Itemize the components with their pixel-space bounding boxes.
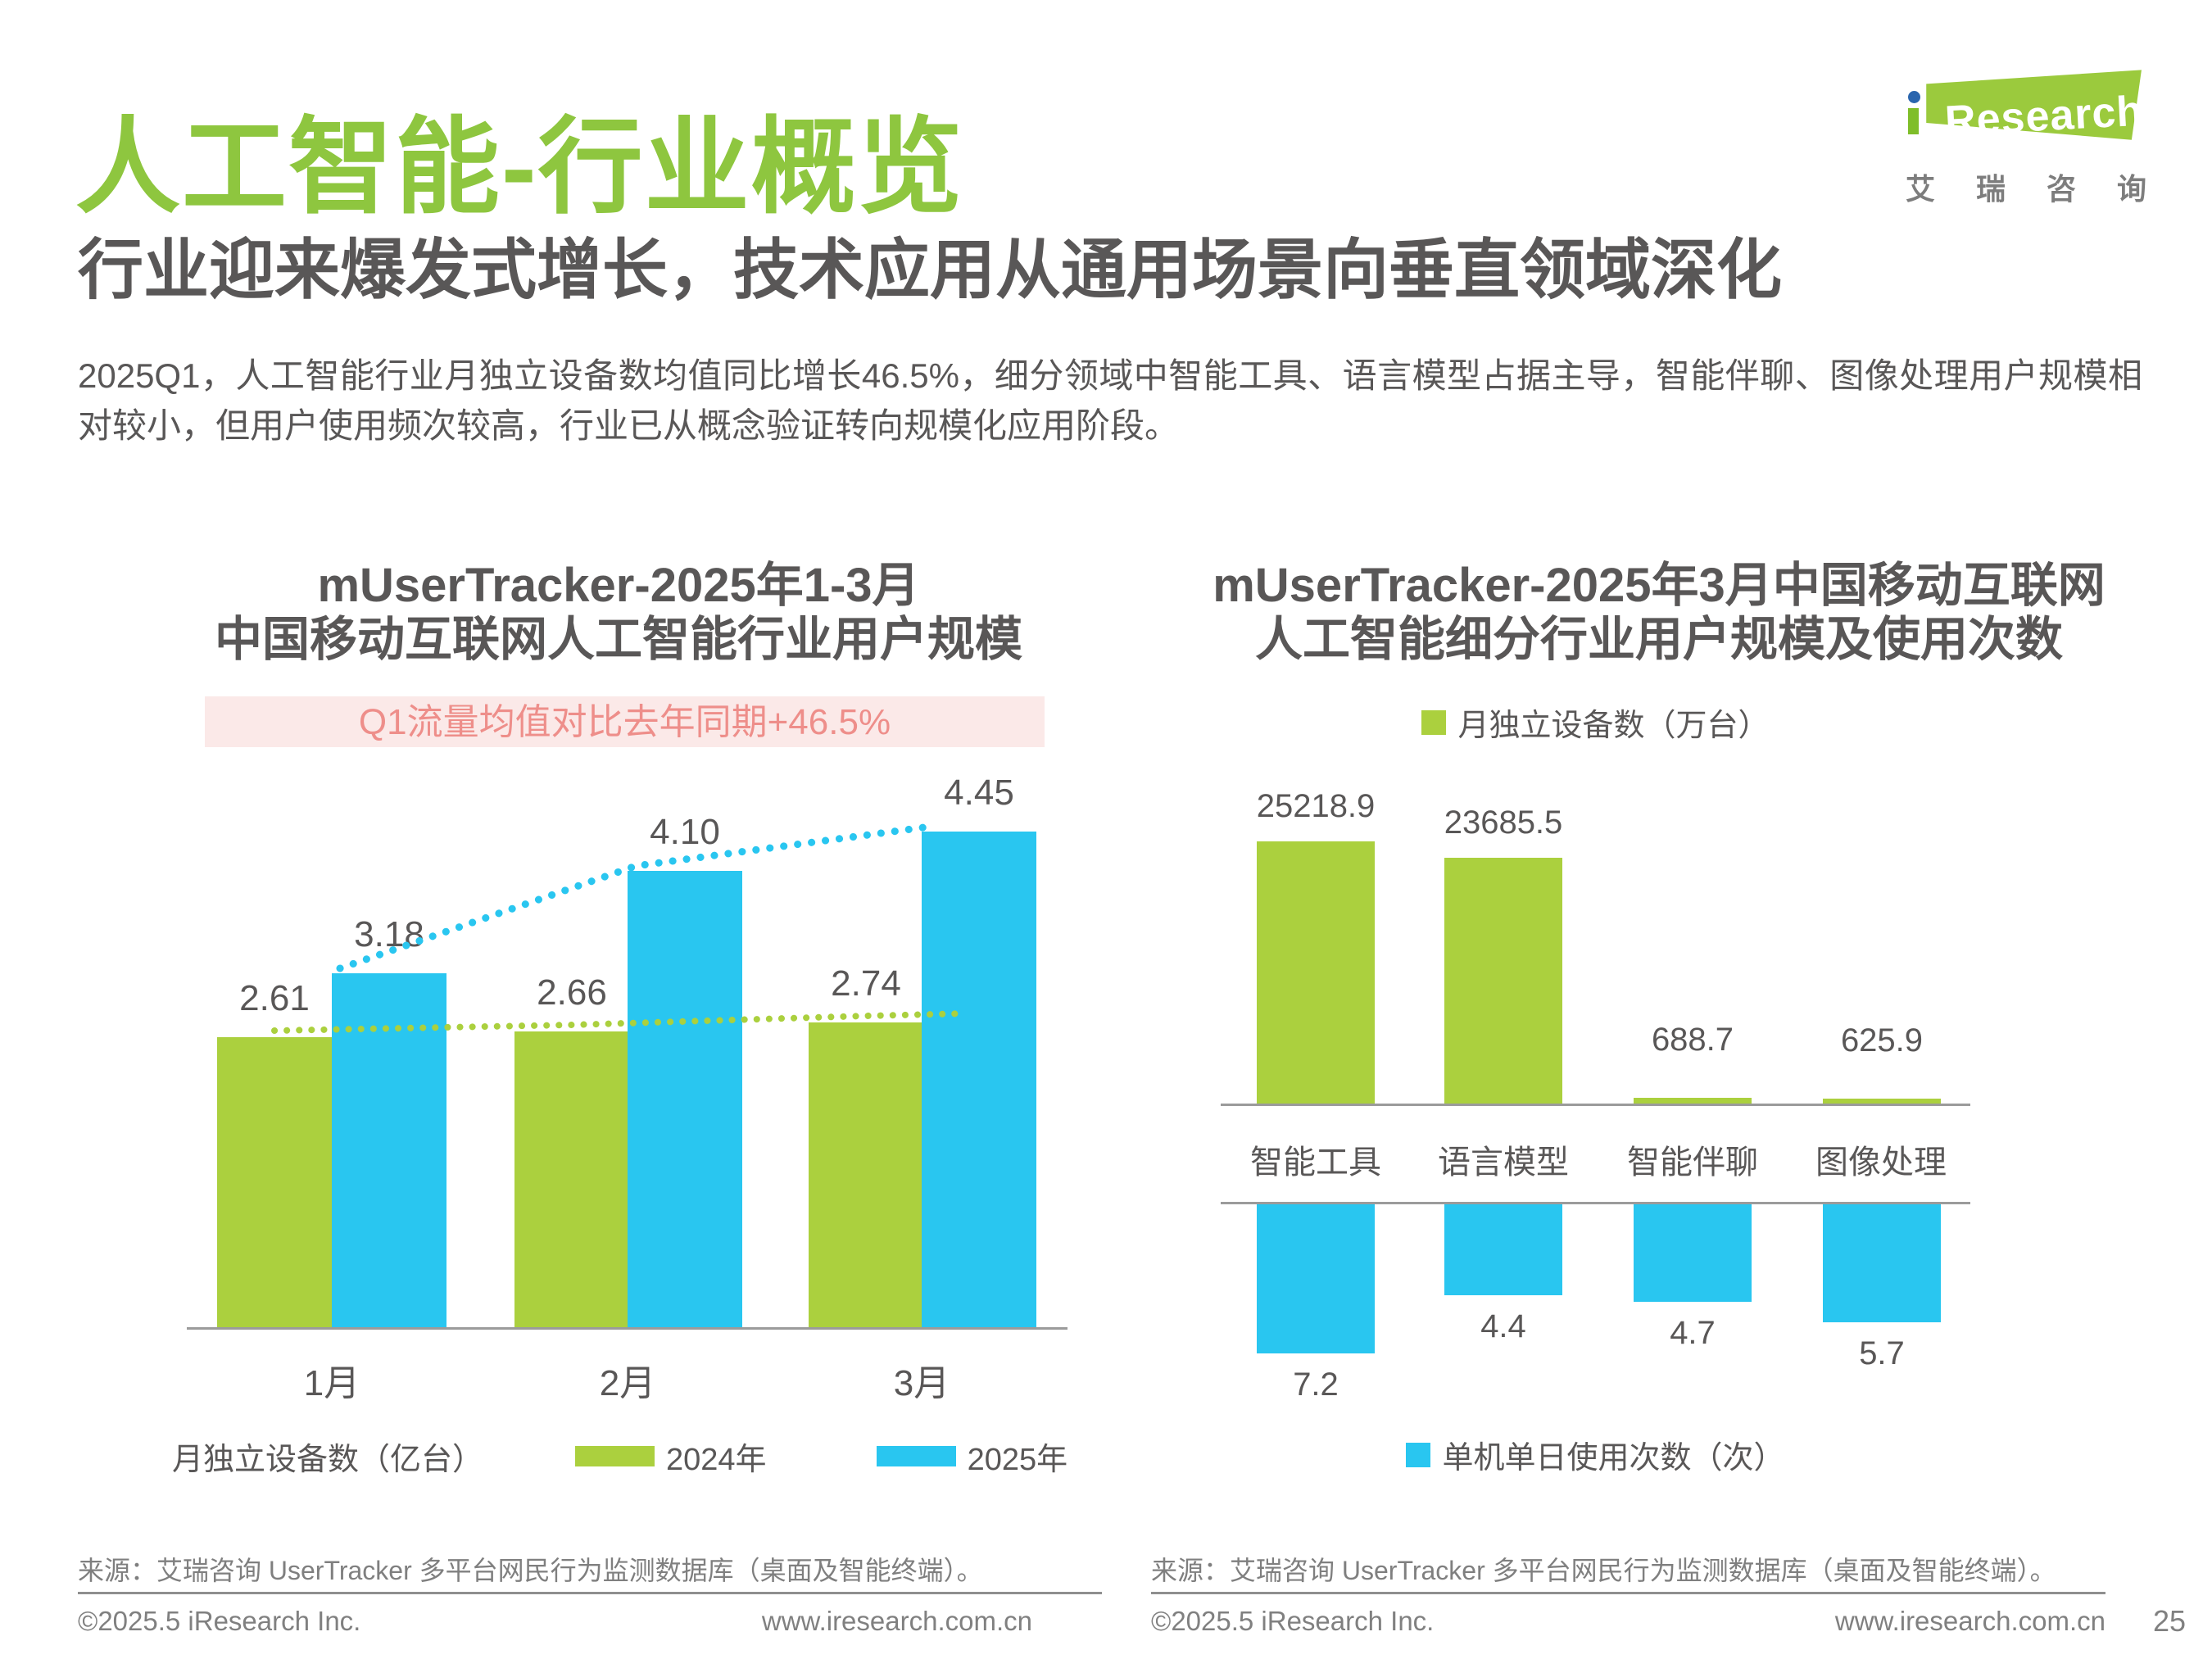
bar-usage-智能伴聊 (1634, 1204, 1752, 1302)
left-chart-legend: 月独立设备数（亿台） 2024年 2025年 (172, 1434, 1067, 1479)
logo-chinese-name: 艾瑞咨询 (1906, 172, 2146, 206)
page-number: 25 (2153, 1604, 2187, 1638)
trend-dotted-lines (271, 823, 970, 1034)
bar-2025年-1月 (332, 973, 446, 1329)
bar-devices-语言模型 (1444, 858, 1562, 1105)
category-language-models: 语言模型 (1438, 1145, 1569, 1181)
growth-annotation-banner: Q1流量均值对比去年同期+46.5% (205, 696, 1045, 747)
right-footer-divider (1151, 1592, 2105, 1594)
bar-devices-智能工具 (1257, 841, 1375, 1105)
value-label-usage-智能工具: 7.2 (1293, 1367, 1339, 1403)
legend-swatch-devices (1421, 709, 1447, 735)
bar-2024年-1月 (217, 1037, 332, 1329)
category-image-processing: 图像处理 (1815, 1145, 1947, 1181)
bar-2024年-2月 (514, 1031, 629, 1329)
value-label-2024年-2月: 2.66 (537, 972, 607, 1013)
left-chart-plot: 2.61 2.66 2.74 3.18 4.10 4.45 (164, 762, 1073, 1329)
page-title: 人工智能-行业概览 (75, 109, 964, 226)
left-website: www.iresearch.com.cn (761, 1606, 1032, 1636)
logo-i-dot-icon (1908, 91, 1920, 103)
green-trend-dotted-line (271, 1010, 970, 1034)
legend-swatch-usage (1406, 1442, 1431, 1467)
legend-label-2025: 2025年 (967, 1443, 1068, 1477)
x-label-jan: 1月 (303, 1363, 360, 1403)
logo-i-stem-icon (1908, 108, 1919, 134)
legend-label-usage: 单机单日使用次数（次） (1442, 1441, 1785, 1475)
value-label-devices-智能伴聊: 688.7 (1651, 1022, 1734, 1058)
summary-paragraph: 2025Q1，人工智能行业月独立设备数均值同比增长46.5%，细分领域中智能工具… (78, 356, 2142, 445)
right-chart-title: mUserTracker-2025年3月中国移动互联网 人工智能细分行业用户规模… (1213, 559, 2105, 666)
category-smart-tools: 智能工具 (1250, 1145, 1381, 1181)
right-chart-bottom-legend: 单机单日使用次数（次） (1221, 1432, 1970, 1477)
value-label-2024年-1月: 2.61 (239, 978, 310, 1018)
left-chart-unit-label: 月独立设备数（亿台） (172, 1443, 484, 1477)
value-label-2024年-3月: 2.74 (831, 963, 901, 1004)
right-chart-top-legend: 月独立设备数（万台） (1221, 700, 1970, 745)
value-label-devices-图像处理: 625.9 (1840, 1022, 1924, 1058)
legend-swatch-2024 (575, 1446, 655, 1466)
blue-trend-dotted-line (336, 823, 934, 972)
value-label-devices-语言模型: 23685.5 (1444, 805, 1563, 841)
x-label-mar: 3月 (893, 1363, 950, 1403)
page-subtitle: 行业迎来爆发式增长，技术应用从通用场景向垂直领域深化 (78, 233, 1782, 306)
left-source-note: 来源：艾瑞咨询 UserTracker 多平台网民行为监测数据库（桌面及智能终端… (78, 1556, 983, 1585)
bar-devices-图像处理 (1823, 1099, 1941, 1105)
right-chart-top-plot: 25218.9 23685.5 688.7 625.9 (1221, 778, 1970, 1105)
logo-wordmark: Research (1943, 87, 2145, 146)
value-label-2025年-1月: 3.18 (354, 914, 424, 954)
bar-2025年-2月 (628, 871, 742, 1329)
bar-2025年-3月 (922, 832, 1036, 1329)
bar-usage-语言模型 (1444, 1204, 1562, 1295)
value-label-usage-智能伴聊: 4.7 (1670, 1315, 1716, 1351)
right-chart-lower-axis (1221, 1202, 1970, 1204)
value-label-2025年-3月: 4.45 (944, 773, 1014, 813)
legend-swatch-2025 (876, 1446, 956, 1466)
bar-usage-图像处理 (1823, 1204, 1941, 1322)
left-chart-title: mUserTracker-2025年1-3月 中国移动互联网人工智能行业用户规模 (214, 559, 1022, 666)
x-label-feb: 2月 (599, 1363, 656, 1403)
legend-label-2024: 2024年 (666, 1443, 767, 1477)
bar-usage-智能工具 (1257, 1204, 1375, 1353)
legend-label-devices: 月独立设备数（万台） (1457, 709, 1770, 743)
iresearch-logo: Research 艾瑞咨询 (1899, 64, 2146, 206)
category-ai-companion: 智能伴聊 (1627, 1145, 1758, 1181)
value-label-usage-语言模型: 4.4 (1480, 1308, 1526, 1344)
right-source-note: 来源：艾瑞咨询 UserTracker 多平台网民行为监测数据库（桌面及智能终端… (1151, 1556, 2056, 1585)
value-label-devices-智能工具: 25218.9 (1256, 788, 1376, 824)
right-copyright: ©2025.5 iResearch Inc. (1151, 1606, 1435, 1636)
value-label-2025年-2月: 4.10 (650, 812, 720, 852)
right-chart-bottom-plot: 7.2 4.4 4.7 5.7 (1221, 1204, 1970, 1403)
right-chart-upper-axis (1221, 1104, 1970, 1106)
bar-2024年-3月 (809, 1022, 923, 1329)
value-label-usage-图像处理: 5.7 (1859, 1335, 1905, 1371)
left-copyright: ©2025.5 iResearch Inc. (78, 1606, 361, 1636)
bar-devices-智能伴聊 (1634, 1098, 1752, 1105)
right-website: www.iresearch.com.cn (1834, 1606, 2105, 1636)
left-chart-x-axis (187, 1327, 1067, 1330)
left-footer-divider (78, 1592, 1102, 1594)
